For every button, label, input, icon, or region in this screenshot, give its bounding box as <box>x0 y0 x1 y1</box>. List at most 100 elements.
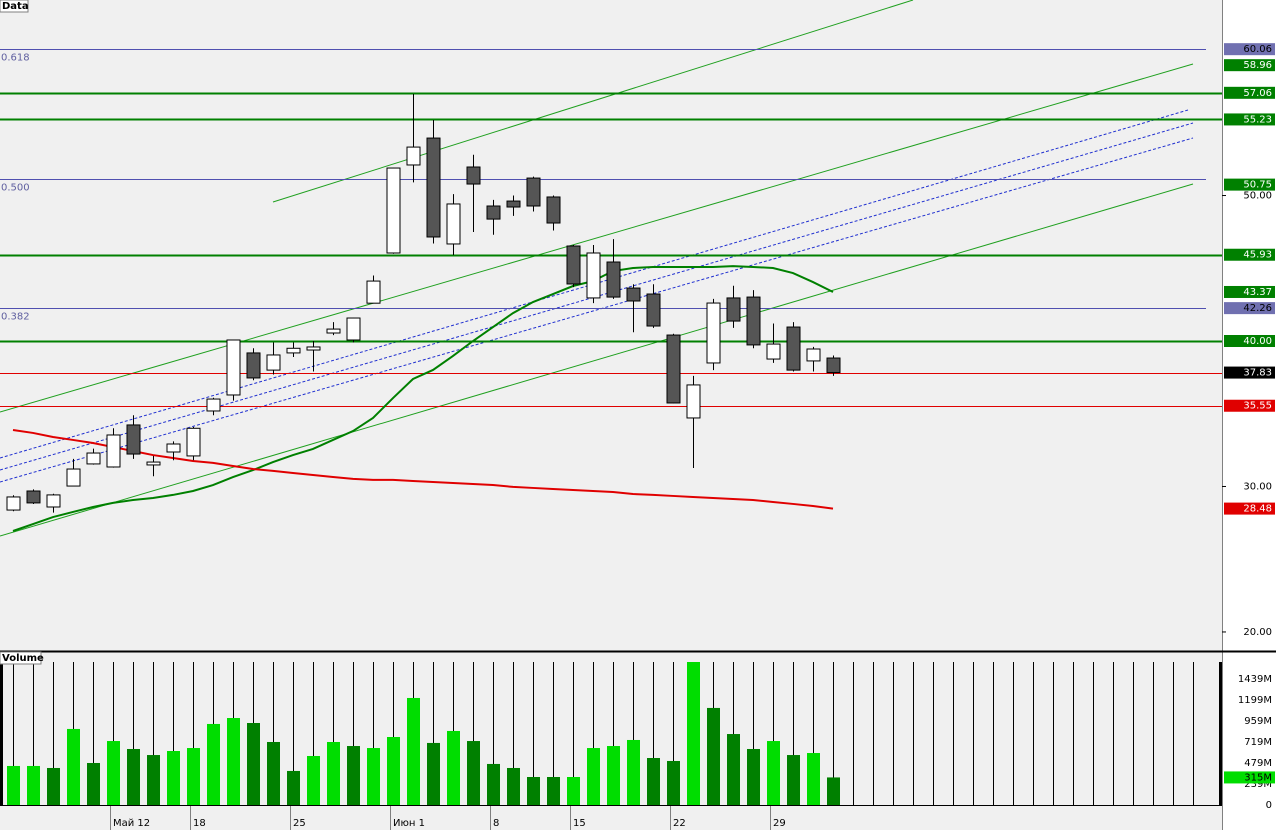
panel-bar-right <box>1219 662 1222 805</box>
volume-bar <box>607 746 620 805</box>
level-box <box>1224 399 1275 412</box>
volume-bar <box>827 777 840 805</box>
volume-bar <box>127 748 140 805</box>
volume-bar <box>687 662 700 805</box>
candle-body <box>766 343 781 360</box>
volume-bar <box>647 758 660 805</box>
volume-bar <box>667 760 680 805</box>
candle-body <box>186 427 201 457</box>
level-label: 28.48 <box>1243 504 1272 515</box>
candle-body <box>326 328 341 334</box>
volume-bar <box>427 742 440 805</box>
candle-body <box>366 280 381 304</box>
volume-bar <box>807 753 820 805</box>
volume-bar <box>547 776 560 805</box>
volume-bar <box>107 741 120 805</box>
level-label: 57.06 <box>1243 88 1272 99</box>
candle-body <box>66 468 81 487</box>
level-label: 40.00 <box>1243 336 1272 347</box>
candle-body <box>406 146 421 166</box>
level-label: 58.96 <box>1243 60 1272 71</box>
fib-label: 0.500 <box>1 183 30 194</box>
candle-body <box>6 496 21 511</box>
level-box <box>1224 59 1275 72</box>
candle-body <box>206 398 221 412</box>
volume-bar <box>767 741 780 805</box>
candle-body <box>646 293 661 327</box>
volume-bar <box>187 748 200 805</box>
level-label: 42.26 <box>1243 303 1272 314</box>
candle-body <box>746 296 761 346</box>
y-tick-label: 20.00 <box>1243 627 1272 638</box>
x-tick-label: 18 <box>193 818 206 829</box>
candle-body <box>346 317 361 341</box>
candle-body <box>706 302 721 364</box>
volume-bar <box>87 762 100 805</box>
volume-bar <box>67 728 80 805</box>
level-label: 50.75 <box>1243 180 1272 191</box>
candle-body <box>566 245 581 285</box>
volume-bar <box>27 765 40 805</box>
volume-bar <box>267 741 280 805</box>
volume-bar <box>307 755 320 805</box>
candle-body <box>726 297 741 322</box>
panel-title: Data <box>2 1 29 12</box>
volume-bar <box>627 739 640 805</box>
level-label: 55.23 <box>1243 114 1272 125</box>
candle-body <box>506 200 521 208</box>
moving-average <box>12 429 834 510</box>
y-tick-label: 719M <box>1244 737 1272 748</box>
volume-bar <box>287 770 300 805</box>
y-tick-label: 959M <box>1244 716 1272 727</box>
level-label: 60.06 <box>1243 44 1272 55</box>
x-tick-label: Май 12 <box>113 818 150 829</box>
volume-bar <box>207 723 220 805</box>
fib-label: 0.382 <box>1 312 30 323</box>
volume-bar <box>167 751 180 805</box>
trend-line <box>0 63 1194 413</box>
volume-bar <box>587 748 600 805</box>
level-box <box>1224 366 1275 379</box>
volume-bar <box>387 737 400 805</box>
candle-body <box>666 334 681 404</box>
volume-bar <box>467 741 480 805</box>
candle-body <box>86 452 101 465</box>
volume-bar <box>227 718 240 805</box>
candle-body <box>586 252 601 299</box>
candle-body <box>606 261 621 298</box>
level-label: 45.93 <box>1243 250 1272 261</box>
candle-body <box>226 339 241 396</box>
trend-line <box>0 137 1194 483</box>
candle-body <box>686 384 701 419</box>
volume-bar <box>347 746 360 805</box>
x-tick-label: 15 <box>573 818 586 829</box>
last-value-label: 315M <box>1244 772 1272 783</box>
candle-body <box>246 352 261 379</box>
volume-bar <box>47 767 60 805</box>
volume-bar <box>327 741 340 805</box>
panel-title: Volume <box>2 653 44 664</box>
candle-body <box>26 490 41 504</box>
y-tick-label: 30.00 <box>1243 481 1272 492</box>
volume-bar <box>147 755 160 805</box>
panel-title-box <box>0 651 42 665</box>
candle-body <box>626 287 641 302</box>
volume-bar <box>447 730 460 805</box>
candle-body <box>46 494 61 508</box>
y-tick-label: 239M <box>1244 779 1272 790</box>
y-tick-label: 50.00 <box>1243 191 1272 202</box>
candle-body <box>286 347 301 354</box>
candle-body <box>386 167 401 254</box>
volume-bar <box>527 776 540 805</box>
last-value-box <box>1224 771 1275 784</box>
plot-background <box>0 0 1222 830</box>
level-box <box>1224 502 1275 515</box>
candle-body <box>166 443 181 453</box>
candle-body <box>426 137 441 238</box>
panel-title-box <box>0 0 29 13</box>
level-box <box>1224 86 1275 99</box>
candle-body <box>486 205 501 220</box>
level-label: 43.37 <box>1243 287 1272 298</box>
candle-body <box>786 326 801 371</box>
level-label: 35.55 <box>1243 401 1272 412</box>
